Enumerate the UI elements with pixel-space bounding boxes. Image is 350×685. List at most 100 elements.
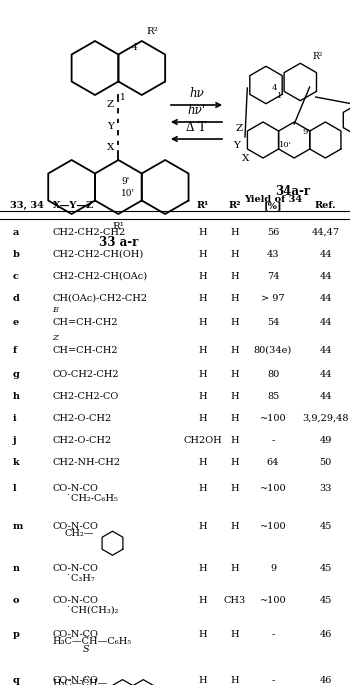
Text: ~100: ~100 (260, 484, 286, 493)
Text: CO-N-CO: CO-N-CO (52, 676, 98, 685)
Text: 44: 44 (319, 393, 332, 401)
Text: Y: Y (107, 121, 114, 131)
Text: -: - (271, 630, 275, 639)
Text: H: H (199, 596, 207, 605)
Text: k: k (13, 458, 19, 467)
Text: H: H (199, 250, 207, 259)
Text: 1: 1 (120, 93, 126, 102)
Text: f: f (13, 346, 17, 355)
Text: H: H (199, 346, 207, 355)
Text: H: H (199, 630, 207, 639)
Text: 43: 43 (267, 250, 279, 259)
Text: 54: 54 (267, 318, 279, 327)
Text: CH=CH-CH2: CH=CH-CH2 (52, 346, 118, 355)
Text: H₃C—ĊH—: H₃C—ĊH— (52, 679, 108, 685)
Text: H: H (230, 228, 239, 237)
Text: X—Y—Z: X—Y—Z (52, 201, 94, 210)
Text: 33 a-r: 33 a-r (99, 236, 138, 249)
Text: H: H (230, 630, 239, 639)
Text: CH=CH-CH2: CH=CH-CH2 (52, 318, 118, 327)
Text: h: h (13, 393, 20, 401)
Text: Y: Y (233, 140, 240, 149)
Text: 44: 44 (319, 250, 332, 259)
Text: CO-CH2-CH2: CO-CH2-CH2 (52, 371, 119, 379)
Text: H: H (230, 272, 239, 281)
Text: H: H (199, 272, 207, 281)
Text: n: n (13, 564, 20, 573)
Text: 50: 50 (319, 458, 332, 467)
Text: 9': 9' (121, 177, 130, 186)
Text: CH2-O-CH2: CH2-O-CH2 (52, 436, 112, 445)
Text: CO-N-CO: CO-N-CO (52, 630, 98, 639)
Text: CH2-NH-CH2: CH2-NH-CH2 (52, 458, 121, 467)
Text: H: H (199, 484, 207, 493)
Text: 56: 56 (267, 228, 279, 237)
Text: 44: 44 (319, 371, 332, 379)
Text: R²: R² (228, 201, 241, 210)
Text: o: o (13, 596, 19, 605)
Text: H: H (199, 371, 207, 379)
Text: R²: R² (147, 27, 159, 36)
Text: a: a (13, 228, 19, 237)
Text: E: E (52, 306, 59, 314)
Text: S: S (83, 645, 89, 654)
Text: CH2-CH2-CH(OH): CH2-CH2-CH(OH) (52, 250, 144, 259)
Text: X: X (107, 142, 114, 151)
Text: m: m (13, 522, 23, 531)
Text: hν: hν (189, 87, 204, 100)
Text: 80: 80 (267, 371, 279, 379)
Text: ~100: ~100 (260, 414, 286, 423)
Text: R¹: R¹ (197, 201, 209, 210)
Text: 45: 45 (319, 564, 332, 573)
Text: H: H (199, 564, 207, 573)
Text: b: b (13, 250, 19, 259)
Text: Z: Z (107, 99, 114, 108)
Text: 44: 44 (319, 318, 332, 327)
Text: CH₂—: CH₂— (64, 529, 94, 538)
Text: H: H (199, 228, 207, 237)
Text: H: H (230, 294, 239, 303)
Text: CH3: CH3 (223, 596, 246, 605)
Text: 3,9,29,48: 3,9,29,48 (302, 414, 349, 423)
Text: i: i (13, 414, 16, 423)
Text: -: - (271, 676, 275, 685)
Text: j: j (13, 436, 16, 445)
Text: p: p (13, 630, 19, 639)
Text: 64: 64 (267, 458, 279, 467)
Text: 33: 33 (319, 484, 332, 493)
Text: H: H (230, 318, 239, 327)
Text: 44: 44 (319, 272, 332, 281)
Text: H: H (199, 318, 207, 327)
Text: CH(OAc)-CH2-CH2: CH(OAc)-CH2-CH2 (52, 294, 148, 303)
Text: CH2OH: CH2OH (184, 436, 222, 445)
Text: H₃C—ĊH—C₆H₅: H₃C—ĊH—C₆H₅ (52, 636, 132, 645)
Text: R²: R² (312, 52, 323, 61)
Text: 33, 34: 33, 34 (10, 201, 44, 210)
Text: ~100: ~100 (260, 522, 286, 531)
Text: CH2-CH2-CO: CH2-CH2-CO (52, 393, 119, 401)
Text: 10': 10' (279, 141, 292, 149)
Text: 9': 9' (302, 128, 310, 136)
Text: H: H (199, 393, 207, 401)
Text: e: e (13, 318, 19, 327)
Text: 34a-r: 34a-r (275, 185, 310, 198)
Text: H: H (230, 564, 239, 573)
Text: 46: 46 (319, 630, 332, 639)
Text: ̇C₃H₇: ̇C₃H₇ (70, 575, 94, 584)
Text: 10': 10' (121, 188, 135, 197)
Text: H: H (199, 522, 207, 531)
Text: 9: 9 (270, 564, 276, 573)
Text: R¹: R¹ (112, 222, 124, 231)
Text: 1: 1 (276, 92, 282, 100)
Text: H: H (230, 436, 239, 445)
Text: -: - (271, 436, 275, 445)
Text: H: H (199, 458, 207, 467)
Text: CO-N-CO: CO-N-CO (52, 484, 98, 493)
Text: hν': hν' (188, 104, 205, 117)
Text: H: H (230, 522, 239, 531)
Text: [%]: [%] (264, 201, 282, 210)
Text: 44: 44 (319, 346, 332, 355)
Text: H: H (230, 371, 239, 379)
Text: H: H (199, 294, 207, 303)
Text: Ref.: Ref. (315, 201, 336, 210)
